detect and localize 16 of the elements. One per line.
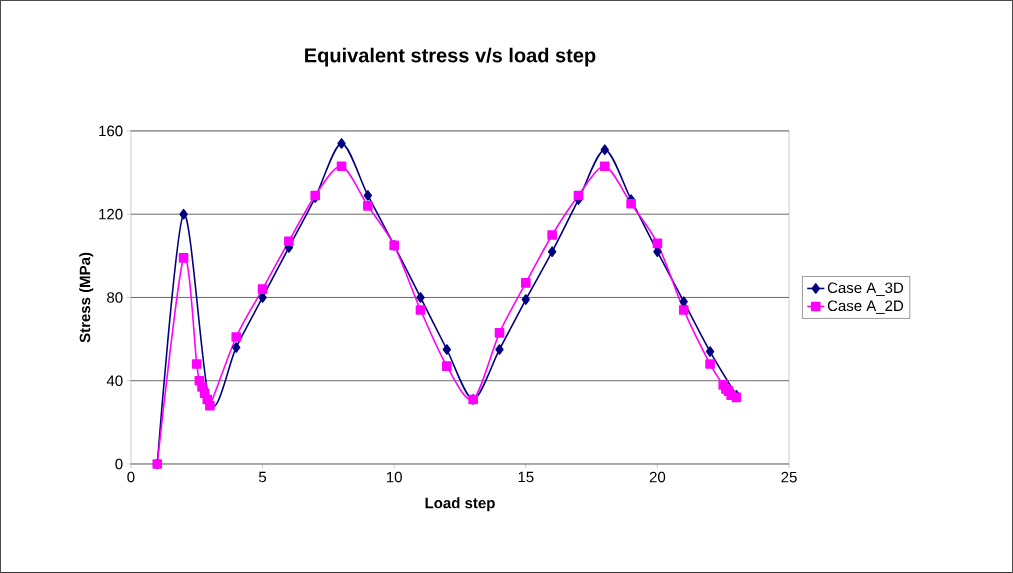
y-tick-label: 40 bbox=[106, 375, 123, 387]
legend-label: Case A_2D bbox=[827, 300, 904, 314]
y-tick-label: 120 bbox=[99, 208, 123, 220]
x-tick-label: 20 bbox=[649, 471, 666, 483]
y-tick-label: 160 bbox=[99, 125, 123, 137]
x-tick-label: 15 bbox=[518, 471, 534, 483]
x-tick-label: 0 bbox=[127, 471, 135, 483]
y-axis-title: Stress (MPa) bbox=[79, 252, 94, 343]
y-tick-label: 0 bbox=[115, 458, 123, 470]
y-tick-label: 80 bbox=[107, 292, 123, 303]
x-tick-label: 25 bbox=[781, 471, 797, 483]
x-axis-title: Load step bbox=[425, 497, 495, 512]
x-tick-label: 5 bbox=[258, 471, 267, 483]
chart-title: Equivalent stress v/s load step bbox=[305, 47, 596, 67]
legend-label: Case A_3D bbox=[827, 282, 904, 296]
x-tick-label: 10 bbox=[386, 471, 402, 483]
